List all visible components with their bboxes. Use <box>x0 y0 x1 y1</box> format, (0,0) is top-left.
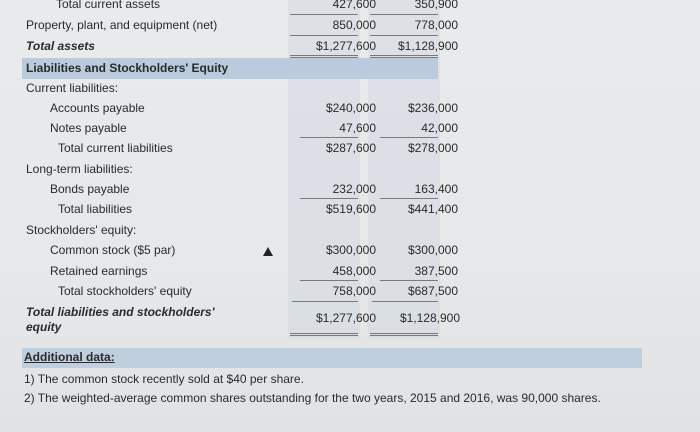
row-label: Property, plant, and equipment (net) <box>26 18 218 32</box>
row-label-line2: equity <box>26 320 62 334</box>
double-underline <box>370 333 438 336</box>
value-2016: 427,600 <box>332 0 376 11</box>
double-underline <box>290 55 358 58</box>
value-2016: $1,277,600 <box>316 39 377 53</box>
row-label: Total current assets <box>56 0 161 11</box>
row-label: Total stockholders' equity <box>58 284 192 298</box>
row-long-term-liabilities-header: Long-term liabilities: <box>22 159 442 179</box>
value-2016: 758,000 <box>332 284 376 298</box>
row-stockholders-equity-header: Stockholders' equity: <box>22 220 442 240</box>
row-total-assets: Total assets $1,277,600 $1,128,900 <box>22 36 458 56</box>
row-total-liabilities-and-equity: Total liabilities and stockholders' equi… <box>22 302 460 338</box>
row-label: Long-term liabilities: <box>26 162 133 176</box>
row-label: Accounts payable <box>50 101 145 115</box>
row-label: Notes payable <box>50 121 127 135</box>
row-accounts-payable: Accounts payable $240,000 $236,000 <box>22 98 458 118</box>
value-2015: 387,500 <box>414 264 458 278</box>
row-common-stock: Common stock ($5 par) $300,000 $300,000 <box>22 240 458 260</box>
underline <box>380 137 438 138</box>
row-label: Bonds payable <box>50 182 130 196</box>
value-2015: 42,000 <box>421 121 458 135</box>
value-2016: $240,000 <box>325 101 376 115</box>
row-current-liabilities-header: Current liabilities: <box>22 78 442 98</box>
row-label-line1: Total liabilities and stockholders' <box>26 305 215 319</box>
underline <box>290 14 358 15</box>
value-2015: 163,400 <box>414 182 458 196</box>
underline <box>300 137 358 138</box>
double-underline <box>290 333 358 336</box>
section-header-liabilities: Liabilities and Stockholders' Equity <box>22 58 442 78</box>
section-header-bg <box>22 58 438 79</box>
value-2015: $278,000 <box>407 141 458 155</box>
value-2016: $1,277,600 <box>315 311 376 325</box>
value-2015: $441,400 <box>407 202 458 216</box>
row-label: Retained earnings <box>50 264 148 278</box>
column-2015-shade <box>368 0 440 338</box>
underline <box>292 301 358 302</box>
value-2015: $300,000 <box>407 243 458 257</box>
row-total-stockholders-equity: Total stockholders' equity 758,000 $687,… <box>22 281 458 301</box>
value-2016: $300,000 <box>325 243 376 257</box>
value-2016: 458,000 <box>332 264 376 278</box>
value-2015: 778,000 <box>414 18 458 32</box>
row-retained-earnings: Retained earnings 458,000 387,500 <box>22 261 458 281</box>
value-2015: 350,900 <box>414 0 458 11</box>
value-2016: 232,000 <box>332 182 376 196</box>
value-2016: 47,600 <box>339 121 376 135</box>
additional-note-2: 2) The weighted-average common shares ou… <box>24 391 601 405</box>
mouse-cursor-icon <box>263 247 273 256</box>
row-label: Total liabilities <box>58 202 133 216</box>
row-total-current-assets: Total current assets 427,600 350,900 <box>22 0 458 14</box>
column-2016-shade <box>288 0 360 338</box>
row-total-liabilities: Total liabilities $519,600 $441,400 <box>22 199 458 219</box>
underline <box>300 280 358 281</box>
row-label: Common stock ($5 par) <box>50 243 176 257</box>
row-total-current-liabilities: Total current liabilities $287,600 $278,… <box>22 138 458 158</box>
value-2016: $287,600 <box>325 141 376 155</box>
row-notes-payable: Notes payable 47,600 42,000 <box>22 118 458 138</box>
additional-data-title: Additional data: <box>24 350 115 364</box>
row-bonds-payable: Bonds payable 232,000 163,400 <box>22 179 458 199</box>
additional-data-bg <box>22 348 642 368</box>
value-2015: $687,500 <box>407 284 458 298</box>
underline <box>290 35 358 36</box>
row-label: Total current liabilities <box>58 141 173 155</box>
row-label: Current liabilities: <box>26 81 119 95</box>
underline <box>372 301 438 302</box>
value-2015: $1,128,900 <box>398 39 459 53</box>
section-header-label: Liabilities and Stockholders' Equity <box>26 61 229 75</box>
row-ppe: Property, plant, and equipment (net) 850… <box>22 15 458 35</box>
value-2015: $236,000 <box>407 101 458 115</box>
underline <box>370 35 438 36</box>
value-2015: $1,128,900 <box>399 311 460 325</box>
underline <box>300 198 358 199</box>
underline <box>380 280 438 281</box>
underline <box>380 198 438 199</box>
row-label: Total assets <box>26 39 95 53</box>
double-underline <box>370 55 438 58</box>
value-2016: $519,600 <box>325 202 376 216</box>
value-2016: 850,000 <box>332 18 376 32</box>
additional-note-1: 1) The common stock recently sold at $40… <box>24 372 304 386</box>
row-label: Stockholders' equity: <box>26 223 137 237</box>
underline <box>370 14 438 15</box>
